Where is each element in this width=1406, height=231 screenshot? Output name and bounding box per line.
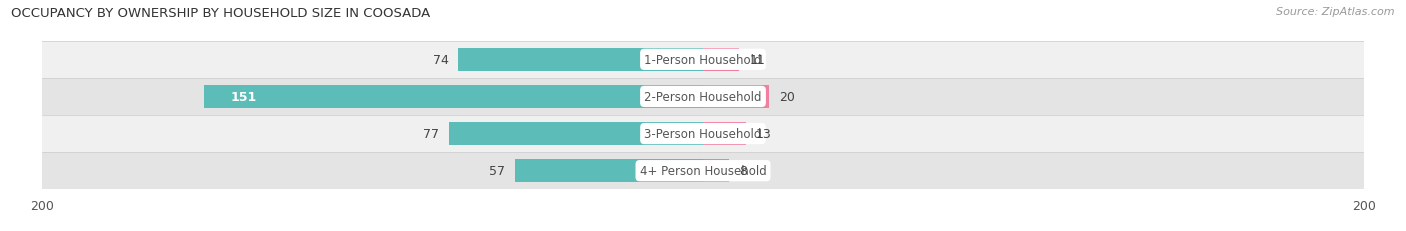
Bar — [515, 159, 703, 182]
Bar — [42, 152, 1364, 189]
Text: 20: 20 — [779, 91, 794, 103]
Bar — [204, 85, 703, 109]
Bar — [42, 42, 1364, 79]
Text: 77: 77 — [423, 128, 439, 140]
Bar — [703, 85, 769, 109]
Text: 2-Person Household: 2-Person Household — [644, 91, 762, 103]
Text: Source: ZipAtlas.com: Source: ZipAtlas.com — [1277, 7, 1395, 17]
Bar — [449, 122, 703, 146]
Text: 13: 13 — [756, 128, 772, 140]
Text: 11: 11 — [749, 54, 765, 67]
Text: 3-Person Household: 3-Person Household — [644, 128, 762, 140]
Text: 1-Person Household: 1-Person Household — [644, 54, 762, 67]
Text: 4+ Person Household: 4+ Person Household — [640, 164, 766, 177]
Text: 151: 151 — [231, 91, 257, 103]
Bar — [458, 49, 703, 72]
Text: 8: 8 — [740, 164, 748, 177]
Bar — [42, 79, 1364, 116]
Text: OCCUPANCY BY OWNERSHIP BY HOUSEHOLD SIZE IN COOSADA: OCCUPANCY BY OWNERSHIP BY HOUSEHOLD SIZE… — [11, 7, 430, 20]
Text: 57: 57 — [489, 164, 505, 177]
Bar — [703, 159, 730, 182]
Bar — [42, 116, 1364, 152]
Bar — [703, 122, 747, 146]
Text: 74: 74 — [433, 54, 449, 67]
Bar — [703, 49, 740, 72]
